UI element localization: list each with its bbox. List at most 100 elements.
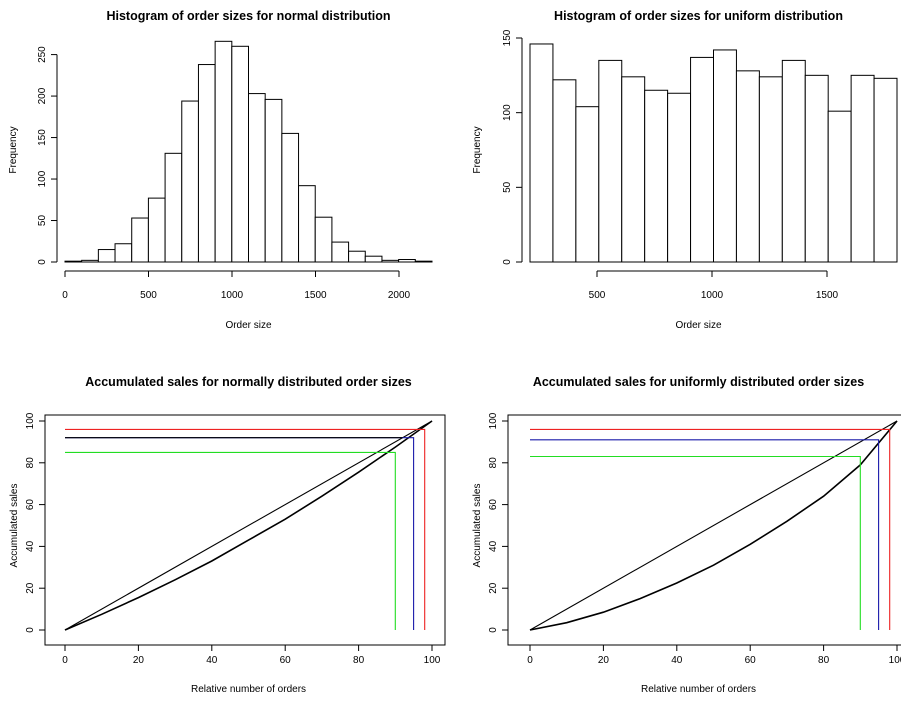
x-tick-label: 1500 — [816, 290, 839, 301]
x-tick-label: 40 — [206, 655, 218, 666]
chart-title: Accumulated sales for normally distribut… — [85, 375, 412, 389]
histogram-bar — [298, 185, 316, 263]
histogram-bar — [164, 152, 183, 263]
y-tick-label: 250 — [37, 46, 48, 63]
chart-panel-3: Accumulated sales for normally distribut… — [9, 375, 446, 695]
series-line — [64, 420, 433, 631]
histogram-bar — [114, 243, 133, 263]
histogram-bar — [264, 98, 283, 263]
y-tick-label: 0 — [488, 627, 499, 633]
x-tick-label: 100 — [424, 655, 441, 666]
histogram-bar — [81, 259, 99, 263]
chart-title: Histogram of order sizes for uniform dis… — [554, 9, 843, 23]
histogram-bar — [827, 110, 852, 263]
histogram-bar — [621, 76, 646, 263]
histogram-bar — [231, 45, 249, 263]
y-tick-label: 20 — [488, 582, 499, 594]
histogram-bar — [414, 260, 433, 263]
y-tick-label: 40 — [488, 540, 499, 552]
x-tick-label: 500 — [589, 290, 606, 301]
y-axis-label: Frequency — [8, 126, 19, 173]
histogram-bar — [331, 241, 350, 263]
histogram-bar — [873, 77, 898, 263]
y-tick-label: 80 — [488, 457, 499, 469]
histogram-bar — [281, 132, 300, 263]
x-tick-label: 0 — [62, 290, 68, 301]
y-tick-label: 80 — [25, 457, 36, 469]
histogram-bar — [64, 260, 83, 263]
histogram-bar — [781, 59, 806, 263]
histogram-bar — [181, 100, 199, 263]
y-tick-label: 50 — [502, 181, 513, 193]
series-line — [65, 451, 396, 630]
y-tick-label: 0 — [502, 259, 513, 265]
x-axis-label: Order size — [225, 320, 272, 331]
histogram-bar — [690, 56, 714, 263]
histogram-bar — [147, 197, 166, 263]
x-tick-label: 20 — [133, 655, 145, 666]
y-tick-label: 100 — [488, 412, 499, 429]
x-tick-label: 80 — [818, 655, 830, 666]
x-tick-label: 60 — [280, 655, 292, 666]
y-tick-label: 0 — [25, 627, 36, 633]
series-line — [64, 420, 433, 631]
y-tick-label: 60 — [488, 499, 499, 511]
histogram-bar — [398, 259, 416, 263]
histogram-bar — [850, 74, 875, 263]
x-tick-label: 60 — [745, 655, 757, 666]
series-line — [529, 420, 898, 631]
histogram-bar — [667, 92, 692, 263]
x-tick-label: 2000 — [388, 290, 411, 301]
y-tick-label: 100 — [502, 104, 513, 121]
chart-panel-4: Accumulated sales for uniformly distribu… — [472, 375, 901, 695]
histogram-bar — [575, 106, 600, 263]
chart-title: Accumulated sales for uniformly distribu… — [533, 375, 864, 389]
y-tick-label: 0 — [37, 259, 48, 265]
chart-panel-1: Histogram of order sizes for normal dist… — [8, 9, 433, 331]
histogram-bar — [97, 249, 116, 263]
histogram-bar — [598, 59, 623, 263]
y-tick-label: 20 — [25, 582, 36, 594]
x-tick-label: 1000 — [701, 290, 724, 301]
x-tick-label: 80 — [353, 655, 365, 666]
histogram-bar — [381, 259, 400, 263]
y-tick-label: 60 — [25, 499, 36, 511]
series-line — [530, 439, 880, 630]
y-tick-label: 100 — [25, 412, 36, 429]
x-tick-label: 1500 — [304, 290, 327, 301]
y-tick-label: 150 — [502, 29, 513, 46]
series-line — [529, 420, 898, 631]
plot-frame — [44, 414, 446, 646]
plot-frame — [507, 414, 901, 646]
histogram-bar — [314, 216, 333, 263]
histogram-bar — [552, 79, 577, 263]
series-line — [530, 428, 891, 630]
histogram-bar — [214, 40, 233, 263]
histogram-bar — [529, 43, 554, 263]
x-tick-label: 100 — [889, 655, 901, 666]
x-tick-label: 0 — [527, 655, 533, 666]
x-axis-label: Relative number of orders — [641, 684, 756, 695]
x-tick-label: 1000 — [221, 290, 244, 301]
histogram-bar — [804, 74, 829, 263]
x-tick-label: 20 — [598, 655, 610, 666]
histogram-bar — [735, 70, 760, 263]
histogram-bar — [348, 250, 366, 263]
histogram-bar — [364, 255, 383, 263]
histogram-bar — [131, 217, 149, 263]
y-tick-label: 50 — [37, 215, 48, 227]
y-axis-label: Frequency — [472, 126, 483, 173]
y-tick-label: 100 — [37, 170, 48, 187]
x-axis-label: Order size — [675, 320, 722, 331]
series-line — [65, 437, 415, 630]
histogram-bar — [758, 76, 783, 263]
histogram-bar — [644, 89, 669, 263]
series-line — [65, 428, 426, 630]
y-axis-label: Accumulated sales — [472, 484, 483, 568]
x-tick-label: 40 — [671, 655, 683, 666]
y-axis-label: Accumulated sales — [9, 484, 20, 568]
y-tick-label: 200 — [37, 87, 48, 104]
chart-title: Histogram of order sizes for normal dist… — [106, 9, 390, 23]
y-tick-label: 40 — [25, 540, 36, 552]
